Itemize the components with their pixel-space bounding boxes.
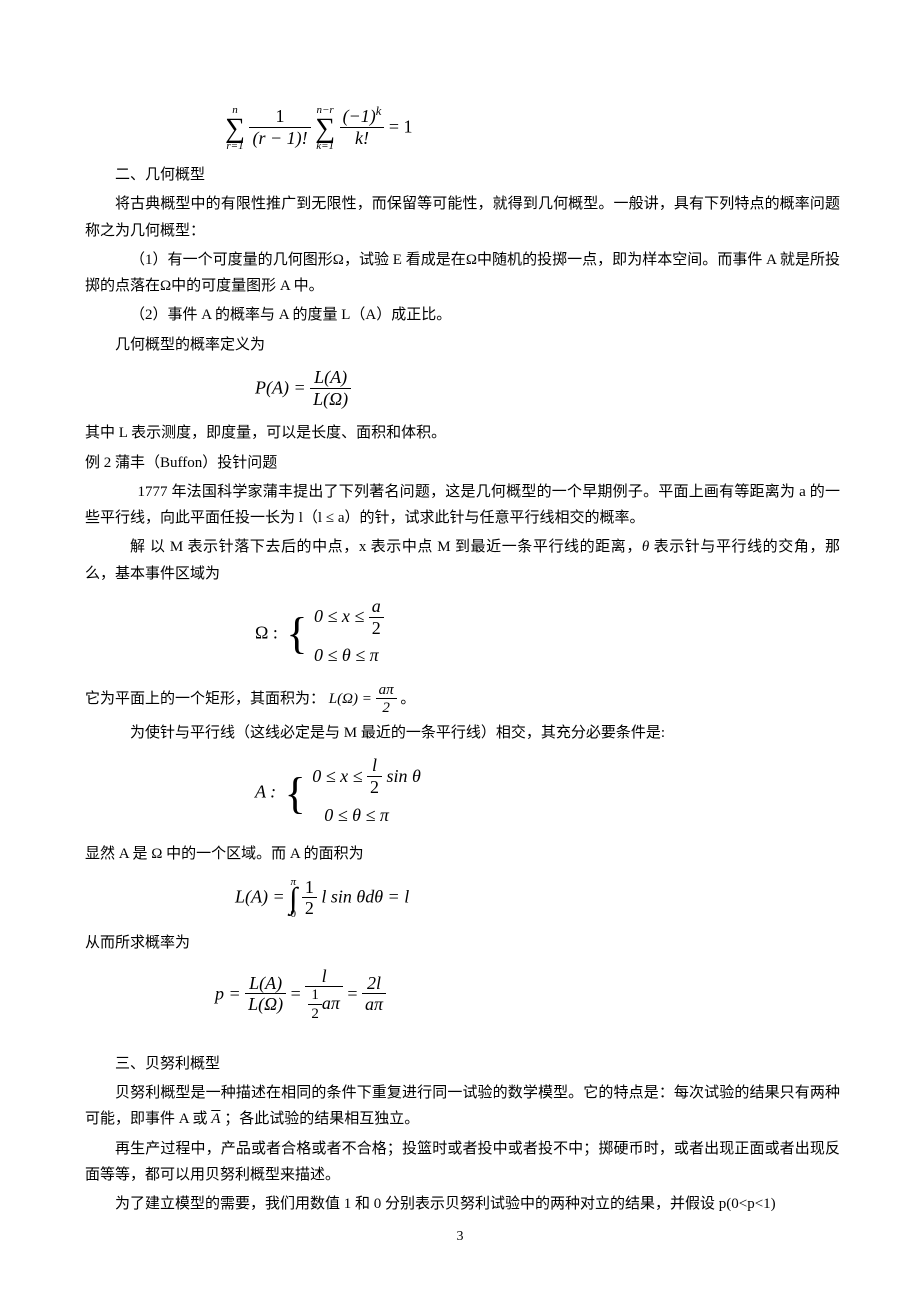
section-3-p1: 贝努利概型是一种描述在相同的条件下重复进行同一试验的数学模型。它的特点是：每次试… <box>85 1080 840 1133</box>
formula-1: n ∑ r=1 1 (r − 1)! n−r ∑ k=1 (−1)k k! = … <box>85 105 840 152</box>
brace-icon: { <box>285 774 306 814</box>
formula-5: L(A) = π ∫ 0 12 l sin θdθ = l <box>85 877 840 920</box>
brace-icon: { <box>286 614 307 654</box>
after-formula-2: 其中 L 表示测度，即度量，可以是长度、面积和体积。 <box>85 420 840 446</box>
sum-symbol-1: n ∑ r=1 <box>225 105 245 152</box>
charfen-condition: 为使针与平行线（这线必定是与 M 最近的一条平行线）相交，其充分必要条件是: <box>85 720 840 746</box>
formula-3: Ω : { 0 ≤ x ≤ a2 0 ≤ θ ≤ π <box>85 597 840 672</box>
after-formula-5: 从而所求概率为 <box>85 930 840 956</box>
section-2-title: 二、几何概型 <box>85 162 840 188</box>
formula-4: A : { 0 ≤ x ≤ l2 sin θ 0 ≤ θ ≤ π <box>85 756 840 831</box>
fraction-1b: (−1)k k! <box>340 107 385 149</box>
example-2-p1: 1777 年法国科学家蒲丰提出了下列著名问题，这是几何概型的一个早期例子。平面上… <box>85 479 840 532</box>
formula-2: P(A) = L(A) L(Ω) <box>85 368 840 410</box>
formula-6: p = L(A)L(Ω) = l 12aπ = 2laπ <box>85 967 840 1023</box>
after-formula-3: 它为平面上的一个矩形，其面积为： L(Ω) = aπ2 。 <box>85 682 840 718</box>
section-2-p3: （2）事件 A 的概率与 A 的度量 L（A）成正比。 <box>85 302 840 328</box>
section-2-p1: 将古典概型中的有限性推广到无限性，而保留等可能性，就得到几何概型。一般讲，具有下… <box>85 191 840 244</box>
after-formula-4: 显然 A 是 Ω 中的一个区域。而 A 的面积为 <box>85 841 840 867</box>
example-2-p2: 解 以 M 表示针落下去后的中点，x 表示中点 M 到最近一条平行线的距离，θ … <box>85 534 840 587</box>
sum-symbol-2: n−r ∑ k=1 <box>315 105 335 152</box>
example-2-label: 例 2 蒲丰（Buffon）投针问题 <box>85 450 840 476</box>
section-3-title: 三、贝努利概型 <box>85 1051 840 1077</box>
section-3-p3: 为了建立模型的需要，我们用数值 1 和 0 分别表示贝努利试验中的两种对立的结果… <box>85 1191 840 1217</box>
document-page: n ∑ r=1 1 (r − 1)! n−r ∑ k=1 (−1)k k! = … <box>0 0 920 1302</box>
section-2-p4: 几何概型的概率定义为 <box>85 332 840 358</box>
fraction-1a: 1 (r − 1)! <box>249 107 310 149</box>
fraction-2: L(A) L(Ω) <box>310 368 351 410</box>
integral-symbol: π ∫ 0 <box>289 877 297 920</box>
section-3-p2: 再生产过程中，产品或者合格或者不合格；投篮时或者投中或者投不中；掷硬币时，或者出… <box>85 1136 840 1189</box>
formula-1-rhs: = 1 <box>389 117 413 137</box>
page-number: 3 <box>0 1226 920 1248</box>
section-2-p2: （1）有一个可度量的几何图形Ω，试验 E 看成是在Ω中随机的投掷一点，即为样本空… <box>85 247 840 300</box>
